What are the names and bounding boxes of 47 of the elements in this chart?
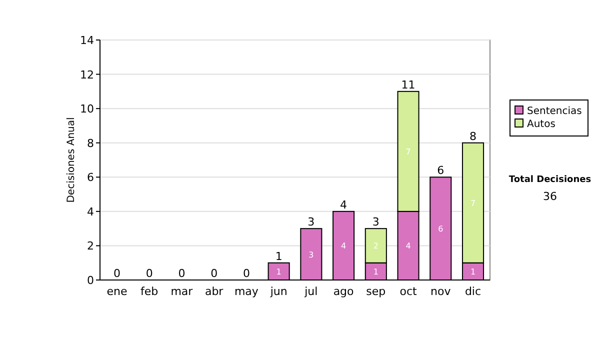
- x-tick-label: feb: [140, 285, 158, 298]
- x-tick-label: mar: [170, 285, 194, 298]
- data-label: 7: [470, 198, 476, 208]
- x-tick-label: dic: [464, 285, 482, 298]
- data-label: 1: [276, 267, 282, 276]
- y-tick-label: 14: [80, 34, 94, 47]
- data-label: 1: [373, 267, 378, 276]
- data-label: 2: [373, 242, 378, 251]
- x-tick-label: ene: [106, 285, 128, 298]
- x-tick-label: jul: [304, 285, 318, 298]
- total-label: 11: [401, 78, 416, 92]
- y-tick-label: 0: [87, 274, 94, 287]
- total-label: 0: [146, 267, 153, 280]
- total-label: 0: [178, 267, 186, 280]
- legend-label: Sentencias: [527, 106, 582, 117]
- x-tick-label: sep: [366, 285, 386, 298]
- total-label: 8: [470, 130, 477, 143]
- total-label: 1: [275, 250, 282, 263]
- total-label: 4: [340, 198, 348, 212]
- data-label: 1: [470, 267, 476, 276]
- x-tick-label: ago: [333, 285, 354, 298]
- x-tick-label: may: [234, 285, 259, 298]
- text: Total Decisiones: [508, 175, 592, 185]
- data-label: 3: [308, 250, 314, 260]
- total-label: 3: [308, 216, 315, 229]
- y-tick-label: 6: [87, 171, 94, 184]
- x-tick-label: abr: [204, 285, 224, 298]
- data-label: 4: [341, 242, 346, 251]
- x-tick-label: nov: [430, 285, 452, 298]
- x-tick-label: oct: [400, 285, 418, 298]
- y-tick-label: 8: [87, 136, 94, 150]
- y-axis-title: Decisiones Anual: [66, 117, 77, 203]
- y-tick-label: 2: [87, 240, 94, 253]
- total-label: 3: [372, 216, 380, 229]
- total-label: 0: [210, 267, 218, 280]
- y-tick-label: 10: [80, 102, 94, 116]
- data-label: 4: [406, 242, 411, 251]
- total-label: 0: [242, 267, 250, 280]
- y-tick-label: 12: [80, 68, 94, 82]
- y-tick-label: 4: [87, 205, 94, 218]
- data-label: 7: [406, 147, 411, 156]
- legend-label: Autos: [527, 119, 556, 130]
- total-label: 6: [437, 164, 444, 178]
- total-label: 0: [113, 267, 120, 280]
- text: 36: [543, 190, 557, 203]
- data-label: 6: [438, 224, 444, 234]
- x-tick-label: jun: [269, 285, 288, 298]
